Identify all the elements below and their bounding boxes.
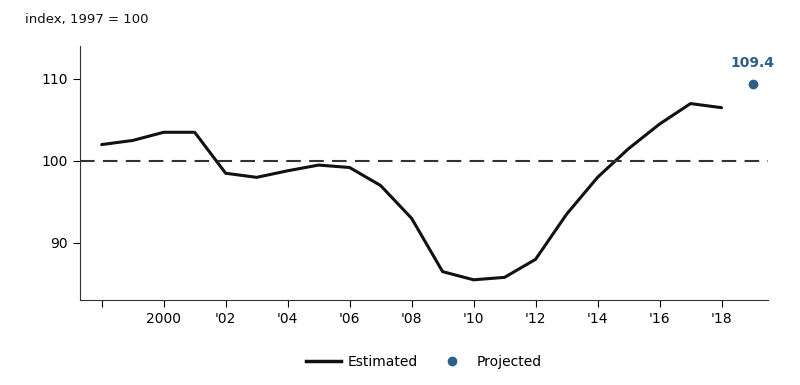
Text: index, 1997 = 100: index, 1997 = 100 [25, 13, 149, 26]
Legend: Estimated, Projected: Estimated, Projected [301, 350, 547, 375]
Text: 109.4: 109.4 [730, 56, 774, 70]
